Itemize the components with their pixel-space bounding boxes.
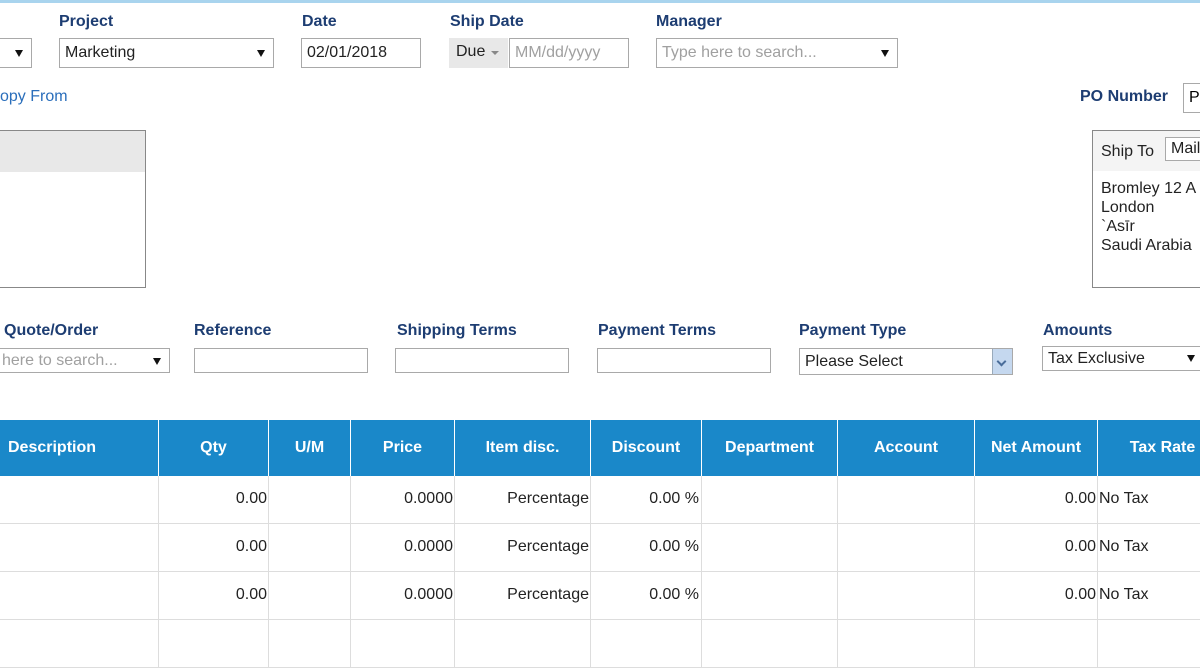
column-header: Account [838,420,975,476]
cell: 0.0000 [351,476,455,524]
cell: 0.00 [159,524,269,572]
label: PO Number [1080,88,1169,105]
empty-cell [269,476,351,524]
label: Reference [194,322,272,339]
button[interactable]: Due [449,38,508,68]
value: Marketing [65,44,136,61]
placeholder: here to search... [2,352,118,369]
label: Shipping Terms [397,322,517,339]
label: Manager [656,13,722,30]
empty-cell [975,620,1098,668]
select[interactable]: Type here to search... [656,38,898,68]
empty-cell [0,476,159,524]
cell: No Tax [1098,572,1200,620]
address-line: Saudi Arabia [1101,237,1192,254]
cell: 0.00 % [591,524,702,572]
cell: Percentage [455,476,591,524]
cell: 0.0000 [351,572,455,620]
column-header: Discount [591,420,702,476]
value: Please Select [805,353,903,370]
ship-to-box: Ship To Mail Bromley 12 A London `Asīr S… [1092,130,1200,288]
cell: 0.00 [975,572,1098,620]
input[interactable] [597,348,771,373]
cell: No Tax [1098,524,1200,572]
cell: 0.00 % [591,476,702,524]
empty-cell [591,620,702,668]
empty-cell [702,572,838,620]
empty-cell [269,620,351,668]
value: Tax Exclusive [1048,350,1145,367]
column-header: U/M [269,420,351,476]
input[interactable]: 02/01/2018 [301,38,421,68]
label: Ship To [1101,143,1155,160]
cell: 0.00 % [591,572,702,620]
empty-cell [269,524,351,572]
empty-cell [702,524,838,572]
placeholder: Type here to search... [662,44,817,61]
empty-cell [0,572,159,620]
cell: 0.00 [159,476,269,524]
label: Payment Type [799,322,907,339]
select[interactable]: Please Select [799,348,1013,375]
select[interactable]: Tax Exclusive [1042,346,1200,371]
label: Ship Date [450,13,524,30]
address-header [0,131,145,172]
column-header: Net Amount [975,420,1098,476]
column-header: Price [351,420,455,476]
cell: 0.00 [975,476,1098,524]
select[interactable]: Mail [1165,137,1200,161]
column-header: Item disc. [455,420,591,476]
input[interactable]: MM/dd/yyyy [509,38,629,68]
label: Payment Terms [598,322,716,339]
label: Date [302,13,337,30]
column-header: Department [702,420,838,476]
address-box [0,130,146,288]
input[interactable] [194,348,368,373]
label: Amounts [1043,322,1113,339]
cell: 0.00 [975,524,1098,572]
address-line: London [1101,199,1155,216]
address-area [1093,171,1200,287]
input[interactable]: P [1183,83,1200,113]
column-header: Description [0,420,159,476]
empty-cell [838,620,975,668]
address-line: `Asīr [1101,218,1135,235]
empty-cell [455,620,591,668]
input[interactable] [395,348,569,373]
cell: Percentage [455,572,591,620]
cell: 0.00 [159,572,269,620]
empty-cell [159,620,269,668]
empty-cell [838,572,975,620]
column-header: Tax Rate [1098,420,1200,476]
column-header: Qty [159,420,269,476]
cell: 0.0000 [351,524,455,572]
empty-cell [702,620,838,668]
cell: No Tax [1098,476,1200,524]
empty-cell [838,524,975,572]
button-text: Due [456,43,486,60]
empty-cell [838,476,975,524]
cell: Percentage [455,524,591,572]
address: Bromley 12 A London `Asīr Saudi Arabia [1101,179,1196,255]
empty-cell [702,476,838,524]
select[interactable]: Marketing [59,38,274,68]
link[interactable]: opy From [0,88,68,105]
label: Project [59,13,114,30]
address-line: Bromley 12 A [1101,180,1197,197]
select[interactable]: here to search... [0,348,170,373]
empty-cell [0,524,159,572]
label: Quote/Order [4,322,99,339]
empty-cell [269,572,351,620]
empty-cell [0,620,159,668]
cropped-select[interactable] [0,38,32,68]
empty-cell [351,620,455,668]
empty-cell [1098,620,1200,668]
top-border [0,0,1200,3]
